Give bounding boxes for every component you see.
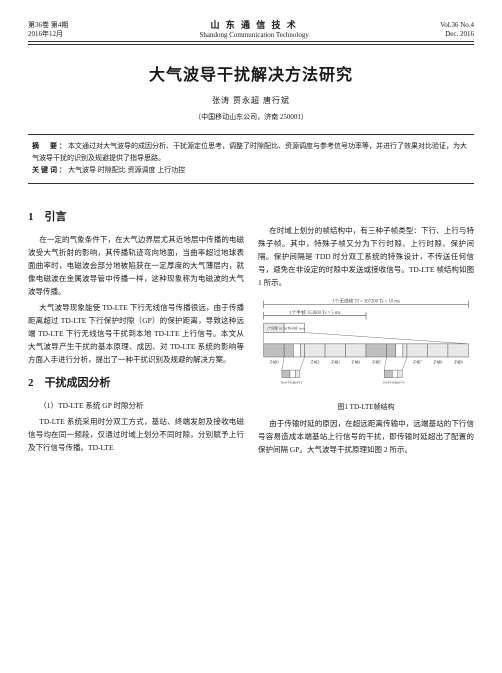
keywords-row: 关键词：大气波导 时隙配比 资源调度 上行功控	[32, 165, 470, 177]
date-en: Dec. 2016	[440, 30, 474, 39]
vol-no: Vol.36 No.4	[440, 21, 474, 30]
figure-1-caption: 图1 TD-LTE帧结构	[258, 401, 474, 413]
page-header: 第36卷 第4期 2016年12月 山 东 通 信 技 术 Shandong C…	[28, 18, 474, 42]
journal-title-en: Shandong Communication Technology	[68, 31, 440, 39]
s2-para-1: （1）TD-LTE 系统 GP 时隙分析	[28, 399, 244, 412]
svg-text:1个半帧 153600 Ts = 5 ms: 1个半帧 153600 Ts = 5 ms	[289, 309, 340, 316]
figure-1-svg: 1个无线帧 Tf = 307200 Ts = 10 ms 1个半帧 153600 …	[258, 295, 474, 398]
svg-text:子帧3: 子帧3	[331, 360, 341, 365]
svg-text:1个子帧 Tsubt: 1个子帧 Tsubt	[286, 326, 306, 331]
s1-para-1: 在一定的气象条件下，在大气边界层尤其近地层中传播的电磁波受大气折射的影响，其传播…	[28, 233, 244, 299]
s1-para-2: 大气波导现象能使 TD-LTE 下行无线信号传播很远，由于传播距离超过 TD-L…	[28, 301, 244, 367]
body-columns: 1 引言 在一定的气象条件下，在大气边界层尤其近地层中传播的电磁波受大气折射的影…	[28, 200, 474, 459]
svg-text:子帧4: 子帧4	[351, 360, 361, 365]
svg-text:1个无线帧 Tf = 307200 Ts = 10 ms: 1个无线帧 Tf = 307200 Ts = 10 ms	[332, 298, 400, 305]
s1-para-right: 在时域上划分的帧结构中，有三种子帧类型：下行、上行与特殊子帧。其中，特殊子帧又分…	[258, 224, 474, 290]
section-2-head: 2 干扰成因分析	[28, 374, 244, 393]
svg-text:UpPTS: UpPTS	[293, 381, 303, 385]
svg-text:子帧7: 子帧7	[412, 360, 422, 365]
paper-title: 大气波导干扰解决方法研究	[28, 61, 474, 85]
journal-title-cn: 山 东 通 信 技 术	[68, 18, 440, 31]
affiliation: （中国移动山东公司，济南 250001）	[28, 112, 474, 122]
issue-volume: 第36卷 第4期	[28, 21, 68, 30]
s2-para-right: 由于传输时延的原因，在超远距离传输中，远端基站的下行信号容易造成本端基站上行信号…	[258, 417, 474, 456]
svg-text:子帧8: 子帧8	[433, 360, 443, 365]
authors: 张涛 贾永超 唐行斌	[28, 95, 474, 106]
issue-date: 2016年12月	[28, 30, 68, 39]
right-column: 在时域上划分的帧结构中，有三种子帧类型：下行、上行与特殊子帧。其中，特殊子帧又分…	[258, 200, 474, 459]
svg-text:子帧5: 子帧5	[372, 360, 382, 365]
svg-text:UpPTS: UpPTS	[395, 381, 405, 385]
abstract-row: 摘 要：本文通过对大气波导的成因分析、干扰源定位思考，调整了时隙配比、资源调度与…	[32, 141, 470, 165]
keywords-label: 关键词：	[32, 166, 68, 174]
abstract-block: 摘 要：本文通过对大气波导的成因分析、干扰源定位思考，调整了时隙配比、资源调度与…	[28, 134, 474, 184]
header-right: Vol.36 No.4 Dec. 2016	[440, 21, 474, 39]
header-rule	[28, 44, 474, 45]
s2-para-2: TD-LTE 系统采用时分双工方式，基站、终端发射及接收电磁信号均在同一频段，仅…	[28, 415, 244, 454]
svg-text:子帧0: 子帧0	[269, 360, 279, 365]
header-center: 山 东 通 信 技 术 Shandong Communication Techn…	[68, 18, 440, 39]
header-left: 第36卷 第4期 2016年12月	[28, 21, 68, 39]
keywords-text: 大气波导 时隙配比 资源调度 上行功控	[68, 166, 185, 174]
svg-text:子帧2: 子帧2	[310, 360, 320, 365]
section-1-head: 1 引言	[28, 208, 244, 227]
figure-1: 1个无线帧 Tf = 307200 Ts = 10 ms 1个半帧 153600 …	[258, 295, 474, 413]
left-column: 1 引言 在一定的气象条件下，在大气边界层尤其近地层中传播的电磁波受大气折射的影…	[28, 200, 244, 459]
svg-text:子帧9: 子帧9	[453, 360, 463, 365]
abstract-label: 摘 要：	[32, 142, 68, 150]
abstract-text: 本文通过对大气波导的成因分析、干扰源定位思考，调整了时隙配比、资源调度与参考信号…	[32, 142, 467, 162]
